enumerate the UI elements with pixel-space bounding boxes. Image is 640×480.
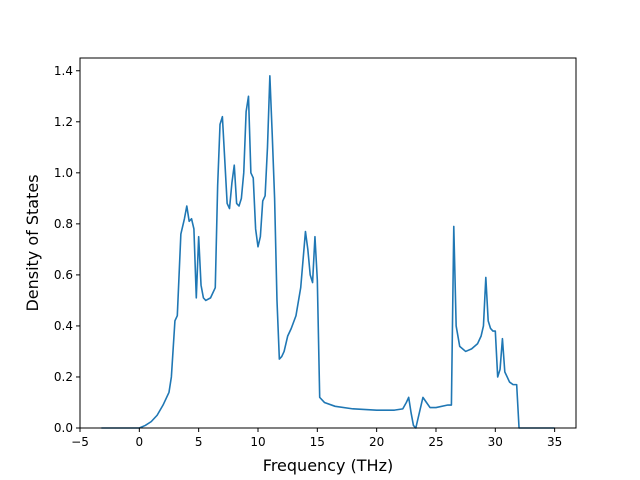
x-tick-label: 20 <box>369 435 384 449</box>
x-tick-label: −5 <box>71 435 89 449</box>
x-tick-label: 30 <box>488 435 503 449</box>
axes-frame <box>79 57 577 429</box>
y-tick-label: 0.2 <box>54 370 73 384</box>
y-axis-label: Density of States <box>23 174 42 311</box>
x-tick-label: 5 <box>195 435 203 449</box>
y-tick-label: 0.6 <box>54 268 73 282</box>
series-line-0 <box>101 75 555 429</box>
y-tick-label: 0.8 <box>54 217 73 231</box>
x-axis-label: Frequency (THz) <box>263 456 393 475</box>
y-tick-label: 1.0 <box>54 166 73 180</box>
x-axis-ticks: −5 0 5 10 15 20 25 30 35 <box>71 428 562 449</box>
plot-area <box>101 75 555 429</box>
x-tick-label: 10 <box>250 435 265 449</box>
y-axis-ticks: 0.0 0.2 0.4 0.6 0.8 1.0 1.2 1.4 <box>54 64 80 435</box>
y-tick-label: 1.4 <box>54 64 73 78</box>
x-tick-label: 25 <box>428 435 443 449</box>
y-tick-label: 1.2 <box>54 115 73 129</box>
x-tick-label: 35 <box>547 435 562 449</box>
y-tick-label: 0.0 <box>54 421 73 435</box>
y-tick-label: 0.4 <box>54 319 73 333</box>
x-tick-label: 0 <box>136 435 144 449</box>
x-tick-label: 15 <box>310 435 325 449</box>
